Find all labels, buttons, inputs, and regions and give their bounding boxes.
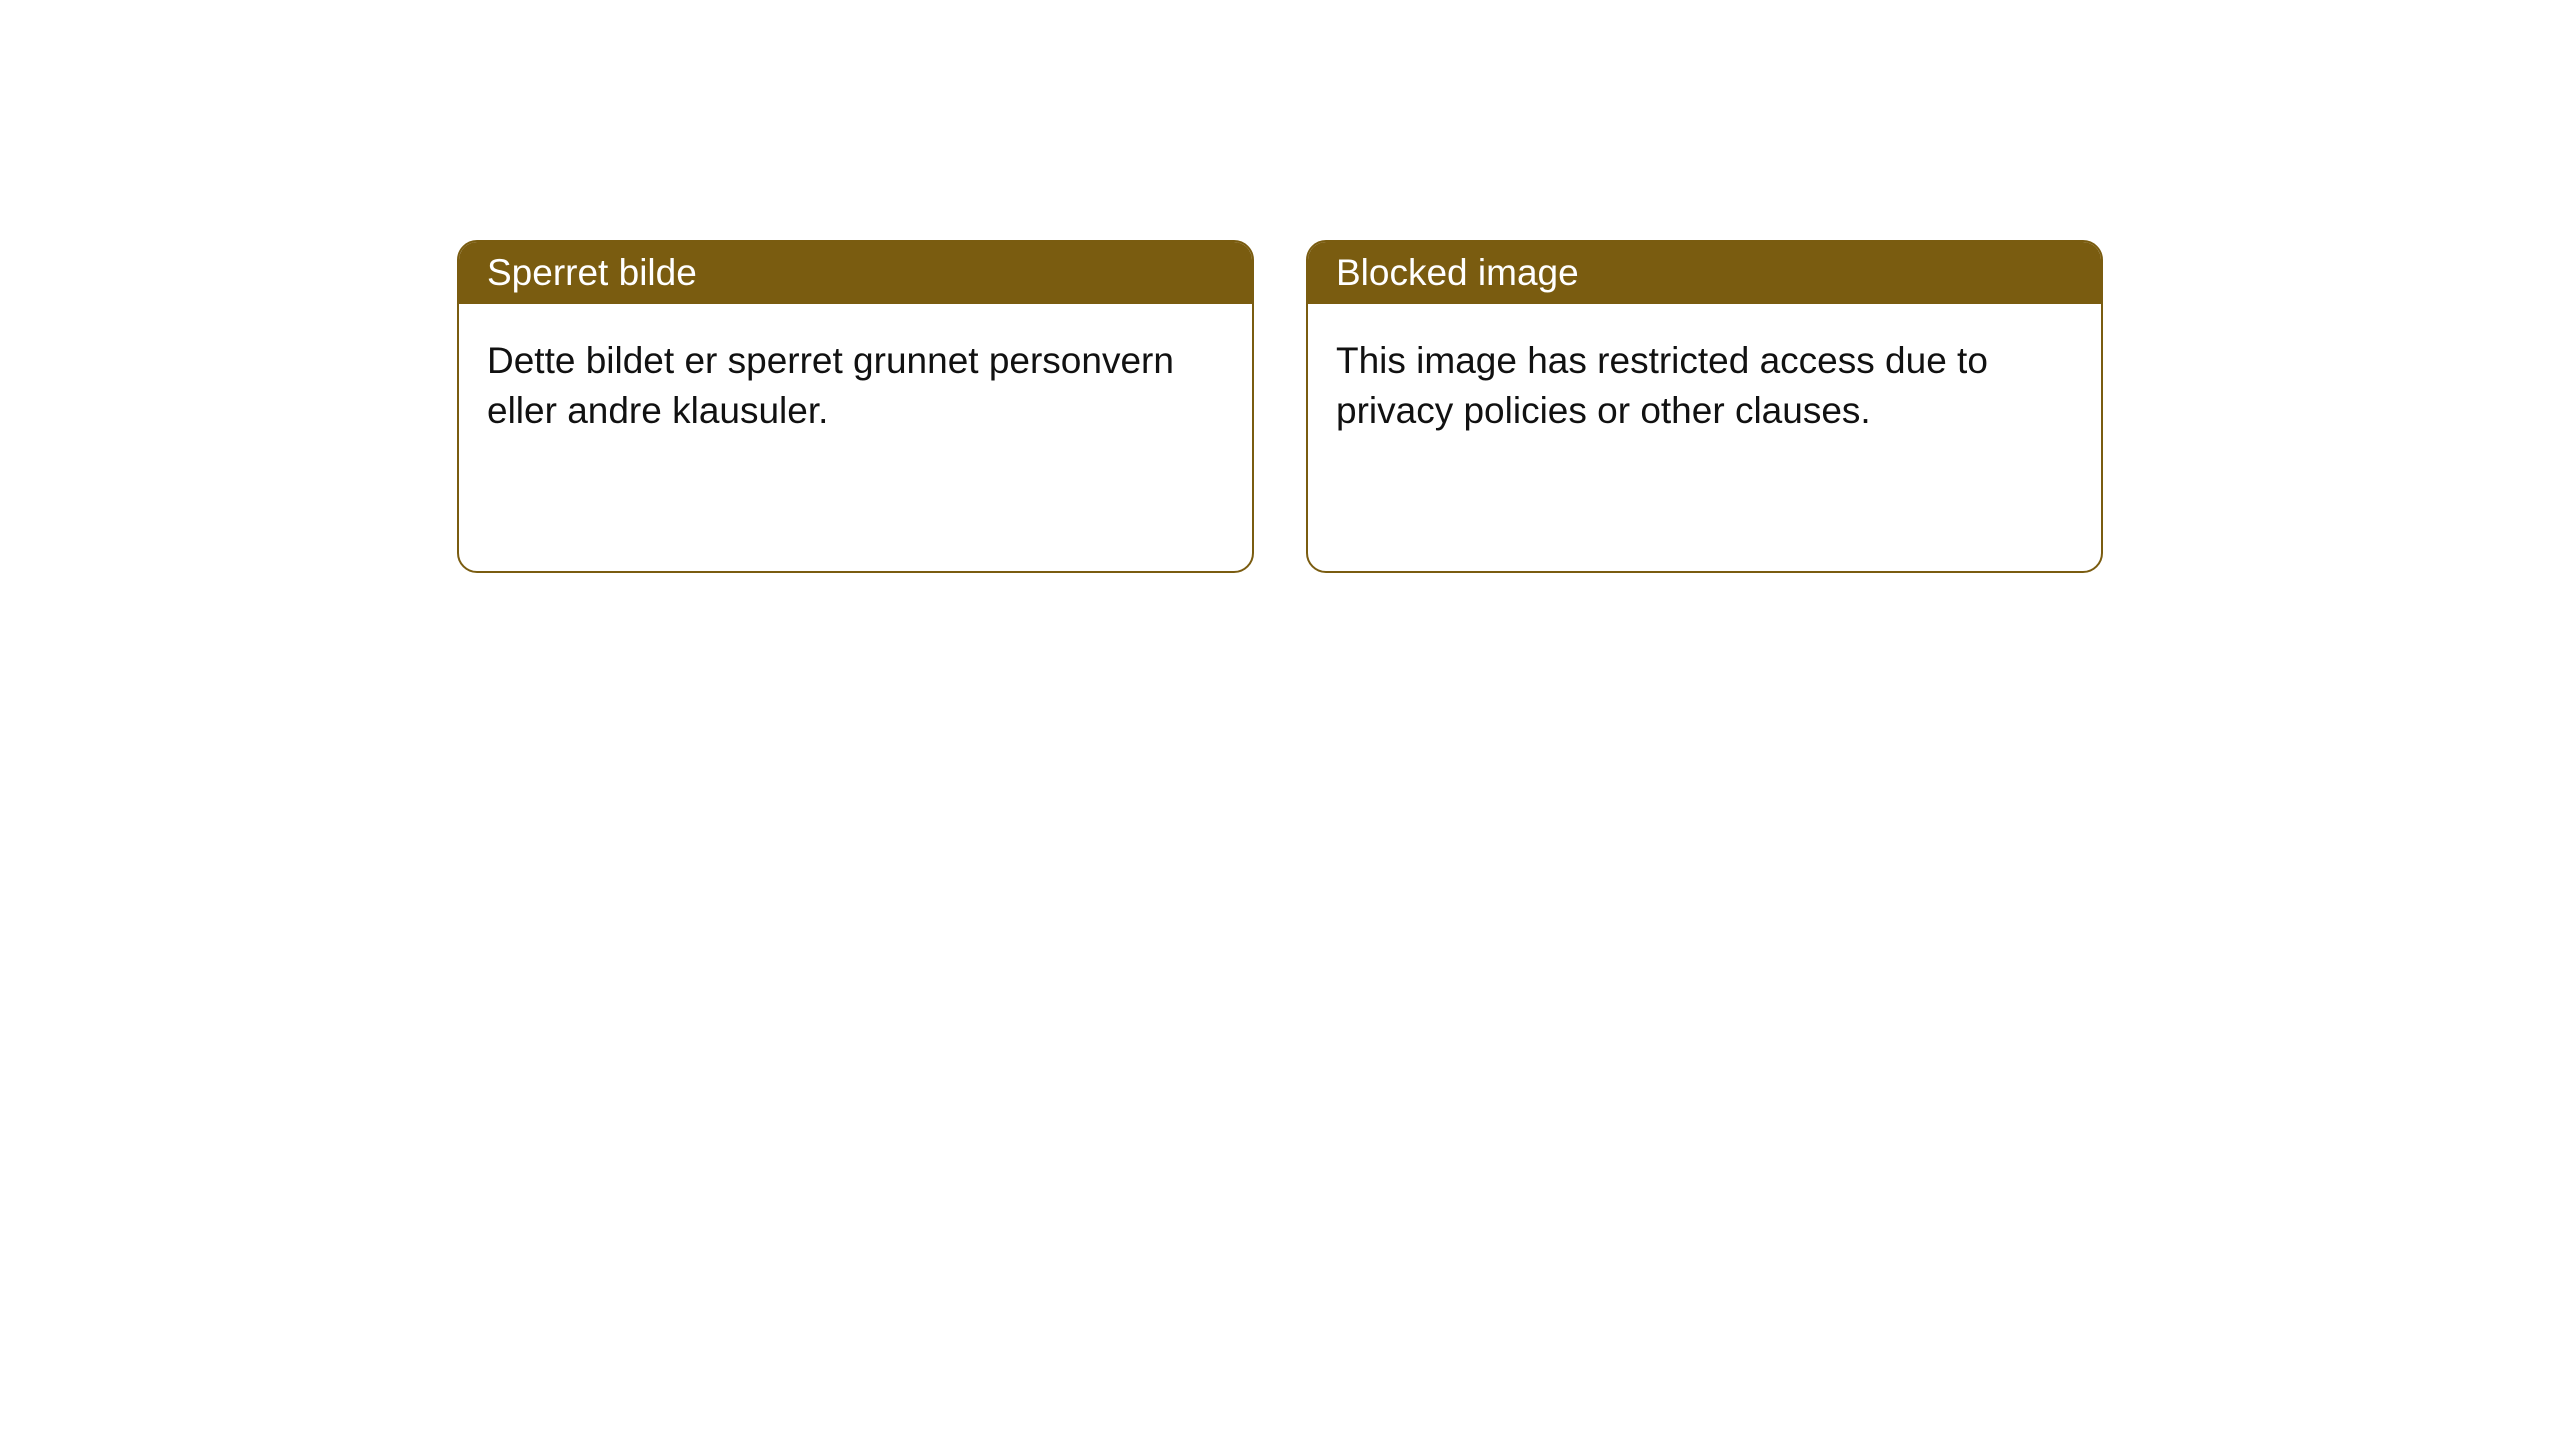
- notice-body: This image has restricted access due to …: [1308, 304, 2101, 468]
- notice-card-english: Blocked image This image has restricted …: [1306, 240, 2103, 573]
- notice-title: Sperret bilde: [487, 252, 697, 293]
- notice-card-norwegian: Sperret bilde Dette bildet er sperret gr…: [457, 240, 1254, 573]
- notice-container: Sperret bilde Dette bildet er sperret gr…: [457, 240, 2103, 1440]
- notice-header: Sperret bilde: [459, 242, 1252, 304]
- notice-header: Blocked image: [1308, 242, 2101, 304]
- notice-title: Blocked image: [1336, 252, 1579, 293]
- notice-message: Dette bildet er sperret grunnet personve…: [487, 340, 1174, 431]
- notice-message: This image has restricted access due to …: [1336, 340, 1988, 431]
- notice-body: Dette bildet er sperret grunnet personve…: [459, 304, 1252, 468]
